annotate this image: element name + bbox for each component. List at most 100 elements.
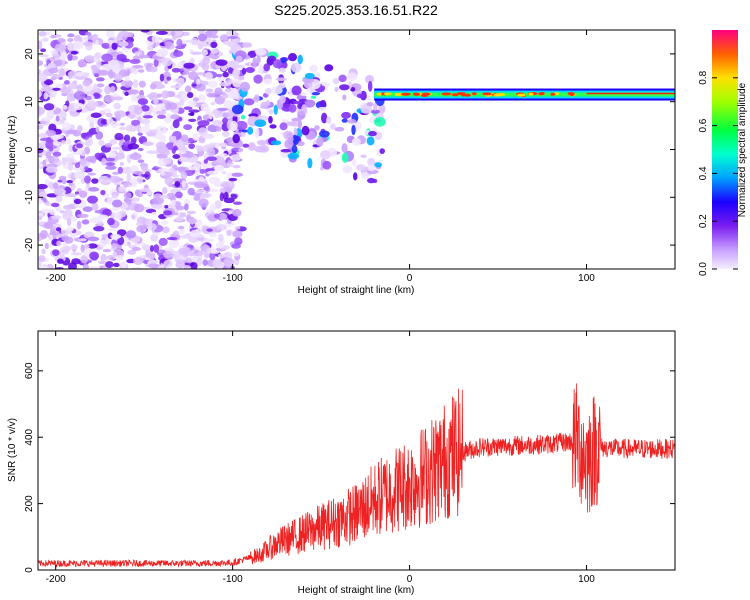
snr-y-tick-label: 400 bbox=[24, 428, 35, 445]
ridge-peak bbox=[528, 92, 534, 96]
heatmap-cell bbox=[209, 246, 216, 254]
heatmap-cell bbox=[221, 93, 229, 99]
heatmap-cell bbox=[334, 86, 339, 92]
heatmap-cell bbox=[57, 38, 66, 43]
heatmap-cell bbox=[111, 199, 123, 208]
heatmap-cell bbox=[172, 30, 183, 37]
heatmap-cell bbox=[347, 119, 357, 124]
heatmap-cell bbox=[43, 92, 49, 100]
heatmap-cell bbox=[70, 50, 79, 55]
heatmap-cell bbox=[218, 233, 224, 242]
heatmap-cell bbox=[213, 91, 226, 95]
heatmap-cell bbox=[45, 129, 56, 137]
ridge-peak bbox=[413, 92, 421, 96]
heatmap-cell bbox=[142, 115, 153, 119]
heatmap-cell bbox=[202, 259, 208, 267]
heatmap-cell bbox=[91, 178, 99, 184]
heatmap-cell bbox=[119, 161, 124, 166]
heatmap-cell bbox=[101, 157, 107, 166]
colorbar-tick-label: 0.0 bbox=[698, 262, 709, 276]
heatmap-cell bbox=[318, 130, 330, 138]
heatmap-cell bbox=[140, 225, 145, 235]
heatmap-cell bbox=[43, 79, 54, 86]
heatmap-cell bbox=[111, 42, 118, 50]
heatmap-cell bbox=[227, 159, 232, 164]
heatmap-cell bbox=[206, 147, 216, 157]
heatmap-cell bbox=[77, 60, 86, 68]
heatmap-cell bbox=[278, 82, 286, 89]
heatmap-cell bbox=[68, 144, 74, 152]
heatmap-cell bbox=[330, 123, 336, 131]
heatmap-cell bbox=[232, 230, 243, 238]
heatmap-cell bbox=[174, 181, 181, 188]
heatmap-cell bbox=[58, 68, 66, 77]
heatmap-cell bbox=[75, 143, 83, 149]
heatmap-cell bbox=[129, 111, 135, 115]
heatmap-cell bbox=[260, 101, 269, 110]
heatmap-cell bbox=[130, 197, 140, 203]
heatmap-cell bbox=[174, 216, 184, 222]
heatmap-cell bbox=[212, 259, 223, 268]
heatmap-cell bbox=[94, 152, 102, 160]
heatmap-cell bbox=[230, 193, 238, 200]
heatmap-cell bbox=[126, 199, 132, 206]
heatmap-cell bbox=[290, 62, 302, 73]
heatmap-cell bbox=[55, 115, 60, 122]
heatmap-cell bbox=[84, 175, 91, 184]
heatmap-cell bbox=[47, 67, 59, 74]
heatmap-cell bbox=[378, 103, 386, 115]
ridge-peak bbox=[482, 92, 492, 96]
heatmap-cell bbox=[162, 250, 173, 259]
colorbar-ticks: 0.0 0.2 0.4 0.6 0.8 bbox=[698, 70, 738, 276]
heatmap-cell bbox=[368, 130, 377, 137]
heatmap-cell bbox=[56, 240, 62, 247]
heatmap-cell bbox=[64, 209, 73, 217]
heatmap-cell bbox=[157, 168, 169, 172]
heatmap-cell bbox=[168, 239, 180, 249]
heatmap-cell bbox=[245, 67, 255, 74]
heatmap-cell bbox=[75, 150, 83, 156]
heatmap-cell bbox=[73, 34, 82, 43]
colorbar-tick-label: 0.8 bbox=[698, 70, 709, 84]
heatmap-cell bbox=[221, 131, 230, 138]
heatmap-cell bbox=[174, 167, 186, 172]
heatmap-cell bbox=[200, 49, 209, 56]
heatmap-cell bbox=[86, 195, 99, 204]
heatmap-cell bbox=[38, 160, 42, 169]
heatmap-cell bbox=[137, 132, 143, 136]
heatmap-cell bbox=[172, 154, 181, 159]
spectrogram-y-label: Frequency (Hz) bbox=[7, 116, 18, 185]
heatmap-cell bbox=[232, 164, 241, 169]
heatmap-cell bbox=[310, 95, 317, 99]
heatmap-cell bbox=[74, 191, 80, 195]
snr-frame bbox=[37, 330, 676, 571]
heatmap-cell bbox=[232, 68, 241, 77]
heatmap-cell bbox=[208, 176, 220, 185]
heatmap-cell bbox=[206, 228, 213, 232]
heatmap-cell bbox=[233, 201, 243, 205]
heatmap-cell bbox=[116, 34, 121, 44]
heatmap-cell bbox=[122, 181, 133, 188]
heatmap-cell bbox=[193, 249, 199, 254]
heatmap-cell bbox=[217, 107, 229, 111]
heatmap-cell bbox=[59, 110, 67, 119]
heatmap-cell bbox=[366, 101, 374, 107]
heatmap-cell bbox=[129, 152, 142, 160]
heatmap-cell bbox=[219, 34, 229, 41]
heatmap-cell bbox=[267, 55, 277, 62]
heatmap-cell bbox=[133, 257, 144, 266]
heatmap-cell bbox=[297, 119, 303, 129]
heatmap-cell bbox=[159, 171, 166, 176]
heatmap-cell bbox=[151, 35, 159, 43]
heatmap-cell bbox=[366, 177, 376, 184]
heatmap-cell bbox=[91, 64, 98, 73]
heatmap-cell bbox=[176, 38, 183, 48]
heatmap-cell bbox=[54, 43, 67, 53]
heatmap-cell bbox=[179, 99, 185, 106]
heatmap-cell bbox=[68, 162, 74, 171]
heatmap-cell bbox=[273, 104, 278, 115]
heatmap-cell bbox=[189, 229, 201, 238]
heatmap-cell bbox=[379, 148, 385, 154]
snr-panel: -200 -100 0 100 0 200 400 600 Height of straig… bbox=[7, 330, 676, 596]
